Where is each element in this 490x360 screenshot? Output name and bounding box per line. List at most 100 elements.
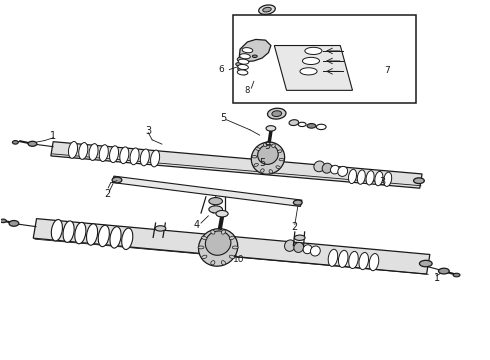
Text: 6: 6 [219, 65, 224, 74]
Ellipse shape [9, 221, 19, 226]
Ellipse shape [359, 252, 368, 270]
Ellipse shape [258, 145, 278, 165]
Ellipse shape [232, 246, 238, 249]
Ellipse shape [241, 72, 247, 75]
Ellipse shape [263, 7, 271, 12]
Ellipse shape [211, 230, 215, 234]
Ellipse shape [242, 48, 253, 53]
Ellipse shape [272, 144, 275, 148]
Bar [233, 15, 416, 103]
Text: 10: 10 [233, 256, 245, 265]
Text: 5: 5 [220, 113, 226, 123]
Ellipse shape [317, 124, 326, 130]
Ellipse shape [238, 64, 248, 69]
Ellipse shape [322, 163, 332, 173]
Ellipse shape [112, 177, 122, 183]
Ellipse shape [279, 158, 284, 161]
Ellipse shape [120, 147, 129, 164]
Ellipse shape [216, 211, 228, 217]
Ellipse shape [348, 169, 357, 184]
Ellipse shape [221, 261, 225, 265]
Ellipse shape [414, 178, 424, 184]
Ellipse shape [261, 169, 264, 172]
Ellipse shape [251, 142, 285, 174]
Ellipse shape [155, 226, 166, 231]
Ellipse shape [0, 219, 6, 223]
Ellipse shape [349, 251, 358, 269]
Text: 3: 3 [380, 177, 386, 187]
Ellipse shape [202, 236, 207, 240]
Polygon shape [239, 40, 271, 62]
Ellipse shape [198, 246, 204, 249]
Ellipse shape [294, 235, 305, 240]
Ellipse shape [357, 170, 366, 184]
Ellipse shape [122, 228, 133, 249]
Ellipse shape [305, 47, 322, 54]
Ellipse shape [252, 55, 257, 58]
Polygon shape [51, 142, 422, 188]
Ellipse shape [269, 170, 272, 173]
Text: 1: 1 [50, 131, 56, 141]
Ellipse shape [272, 111, 282, 117]
Polygon shape [112, 176, 302, 207]
Ellipse shape [79, 143, 88, 159]
Ellipse shape [314, 161, 325, 172]
Ellipse shape [238, 67, 245, 71]
Ellipse shape [294, 242, 304, 252]
Ellipse shape [69, 141, 77, 158]
Text: 3: 3 [145, 126, 151, 136]
Ellipse shape [366, 171, 374, 185]
Ellipse shape [276, 166, 280, 169]
Ellipse shape [285, 240, 295, 251]
Text: 5: 5 [259, 158, 265, 168]
Ellipse shape [369, 253, 379, 271]
Ellipse shape [130, 148, 139, 165]
Ellipse shape [202, 255, 207, 258]
Ellipse shape [307, 123, 316, 128]
Ellipse shape [311, 246, 320, 256]
Ellipse shape [289, 120, 299, 126]
Ellipse shape [303, 245, 312, 254]
Ellipse shape [294, 200, 302, 205]
Ellipse shape [209, 206, 222, 213]
Ellipse shape [110, 146, 119, 163]
Ellipse shape [268, 108, 286, 119]
Ellipse shape [98, 225, 109, 247]
Ellipse shape [140, 149, 149, 166]
Text: 4: 4 [194, 220, 200, 230]
Polygon shape [33, 219, 430, 274]
Ellipse shape [99, 145, 108, 162]
Ellipse shape [238, 59, 249, 64]
Ellipse shape [259, 5, 275, 14]
Ellipse shape [205, 231, 231, 255]
Ellipse shape [150, 150, 160, 167]
Text: 2: 2 [104, 189, 110, 199]
Ellipse shape [256, 148, 260, 150]
Ellipse shape [221, 230, 225, 234]
Ellipse shape [419, 260, 432, 267]
Text: 7: 7 [384, 66, 390, 75]
Ellipse shape [240, 54, 250, 59]
Ellipse shape [198, 229, 238, 266]
Ellipse shape [63, 221, 74, 242]
Ellipse shape [28, 141, 37, 146]
Ellipse shape [384, 172, 392, 186]
Ellipse shape [237, 57, 246, 62]
Ellipse shape [51, 220, 62, 241]
Ellipse shape [339, 250, 348, 267]
Ellipse shape [328, 249, 338, 266]
Ellipse shape [298, 122, 306, 127]
Ellipse shape [75, 222, 86, 244]
Ellipse shape [330, 165, 339, 174]
Ellipse shape [236, 63, 242, 66]
Ellipse shape [302, 57, 319, 64]
Ellipse shape [254, 163, 258, 166]
Ellipse shape [300, 68, 317, 75]
Ellipse shape [89, 144, 98, 161]
Ellipse shape [278, 150, 282, 153]
Text: 8: 8 [245, 86, 250, 95]
Polygon shape [274, 45, 352, 90]
Ellipse shape [266, 126, 276, 131]
Ellipse shape [252, 156, 257, 158]
Ellipse shape [229, 236, 235, 240]
